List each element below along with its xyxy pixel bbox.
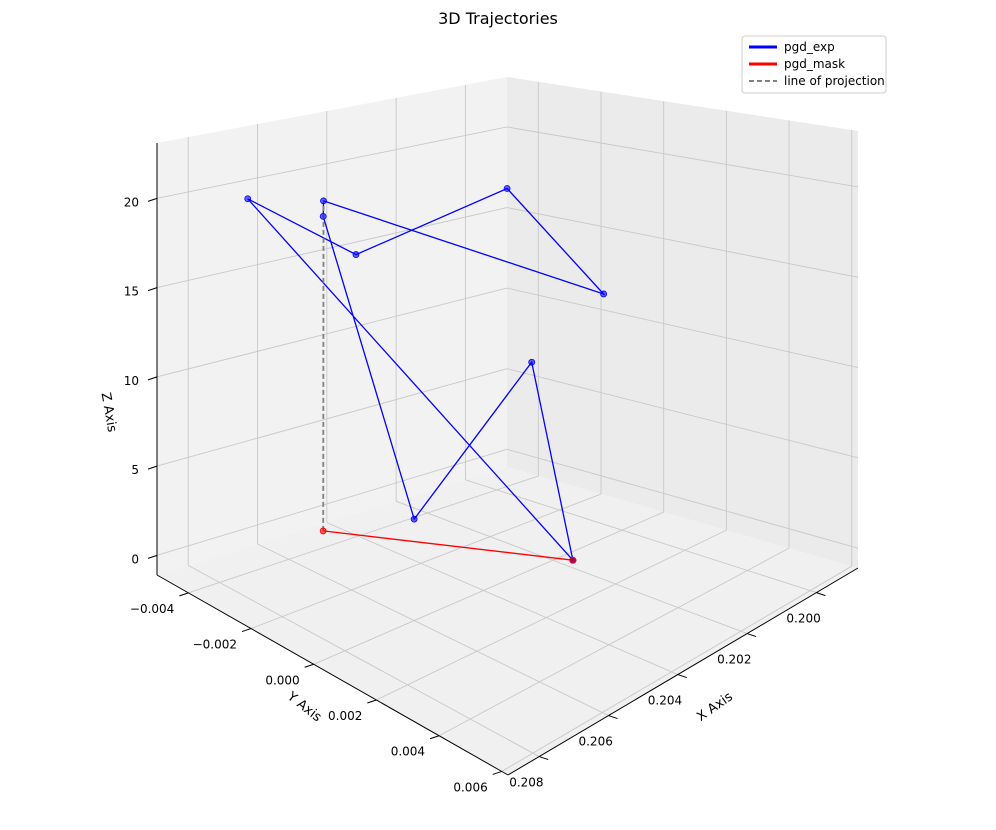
legend-label-projection: line of projection [784, 74, 885, 88]
x-axis-line [507, 567, 859, 776]
grid-z-right-wall [506, 287, 859, 368]
grid-z-left-wall [156, 126, 508, 199]
grid-z-right-wall [506, 126, 859, 188]
y-tick-label-mark [304, 663, 314, 668]
data-point-pgd_exp [319, 212, 327, 220]
grid-x-floor [465, 479, 817, 594]
legend-box [741, 35, 887, 94]
data-point-pgd_exp [352, 251, 360, 258]
y-tick-label: 0.002 [328, 709, 362, 723]
legend-label-pgd-exp: pgd_exp [784, 40, 835, 54]
grid-y-floor [250, 493, 602, 629]
y-tick-label-mark [367, 699, 377, 704]
legend: pgd_exp pgd_mask line of projection [741, 35, 887, 94]
y-tick-label-mark [492, 770, 502, 775]
x-tick-label-mark [608, 715, 618, 720]
grid-z-left-wall [156, 448, 508, 556]
y-tick-label: 0.006 [453, 780, 487, 794]
x-tick-label-mark [677, 674, 687, 679]
grid-x-floor [326, 522, 678, 675]
z-tick-label-mark [147, 197, 158, 202]
data-point-pgd_exp [528, 358, 536, 366]
z-tick-label-mark [147, 376, 158, 381]
data-point-pgd_exp [600, 290, 608, 298]
x-tick-label: 0.200 [786, 612, 820, 626]
x-tick-label: 0.202 [717, 653, 751, 667]
grid-y-floor [313, 511, 664, 665]
y-tick-label-mark [179, 592, 189, 597]
axis-panes [157, 77, 858, 775]
y-axis-label: Y Axis [283, 689, 324, 726]
data-point-pgd_mask [569, 556, 577, 564]
grid-z-right-wall [506, 207, 859, 278]
grid-x-floor [187, 564, 540, 757]
z-tick-label: 0 [131, 552, 139, 566]
y-tick-label-mark [241, 628, 252, 633]
x-tick-label-mark [746, 633, 757, 638]
series-lines [247, 187, 606, 561]
back-left-pane [157, 77, 507, 575]
grid-y-floor [438, 547, 790, 737]
data-point-pgd_exp [410, 515, 418, 523]
z-tick-label-mark [147, 287, 158, 292]
floor-pane [157, 467, 858, 775]
grid-x-floor [257, 543, 609, 716]
y-tick-label: −0.004 [130, 602, 174, 616]
grid-y-floor [376, 529, 727, 701]
series-line-pgd_exp [247, 187, 606, 561]
chart-title: 3D Trajectories [438, 9, 558, 28]
grid-z-right-wall [506, 448, 859, 549]
grid-z-left-wall [156, 287, 508, 378]
data-point-pgd_mask [319, 527, 327, 535]
grid-z-right-wall [506, 368, 859, 459]
back-right-pane [507, 77, 858, 568]
z-tick-label: 10 [124, 374, 139, 388]
data-points [244, 185, 608, 564]
y-tick-label: −0.002 [193, 638, 237, 652]
data-point-pgd_exp [244, 195, 252, 203]
x-tick-label: 0.208 [509, 776, 543, 790]
x-tick-label: 0.206 [578, 735, 612, 749]
z-tick-label: 5 [131, 463, 139, 477]
tick-labels: 0 5 10 15 20 −0.004 −0.002 0.000 0.002 0.004 0.006… [124, 195, 826, 794]
x-tick-label: 0.204 [648, 694, 682, 708]
z-tick-label-mark [147, 465, 158, 470]
axis-lines [156, 143, 859, 776]
y-axis-line [156, 574, 509, 776]
series-line-pgd_mask [323, 530, 573, 561]
x-tick-label-mark [816, 592, 826, 597]
grid-z-left-wall [156, 368, 508, 467]
y-tick-label-mark [429, 735, 440, 740]
grid-y-floor [501, 565, 852, 772]
data-point-pgd_exp [503, 185, 511, 192]
y-tick-label: 0.004 [391, 745, 425, 759]
x-axis-label: X Axis [694, 689, 736, 724]
z-tick-label-mark [147, 554, 158, 559]
x-tick-label-mark [539, 756, 549, 761]
legend-label-pgd-mask: pgd_mask [784, 57, 845, 71]
z-tick-label: 15 [124, 285, 139, 299]
y-tick-label: 0.000 [265, 673, 299, 687]
z-tick-label: 20 [124, 195, 139, 209]
grid-x-floor [395, 500, 748, 635]
grid-y-floor [188, 475, 539, 594]
grid-lines [156, 81, 859, 772]
data-point-pgd_exp [320, 197, 327, 205]
z-axis-label: Z Axis [98, 391, 120, 433]
